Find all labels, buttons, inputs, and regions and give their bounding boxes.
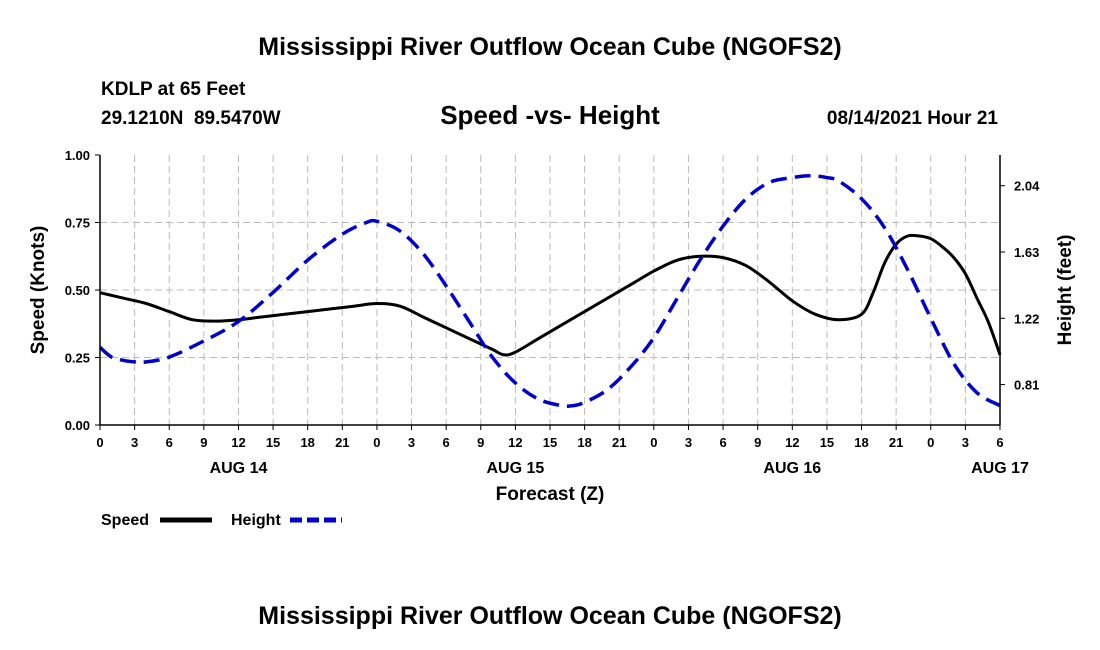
x-tick-label: 9 [754, 435, 761, 450]
x-tick-label: 15 [820, 435, 834, 450]
x-tick-label: 0 [650, 435, 657, 450]
x-tick-label: 3 [408, 435, 415, 450]
y2-tick-label: 1.63 [1014, 245, 1039, 260]
x-tick-label: 21 [889, 435, 903, 450]
x-tick-label: 3 [685, 435, 692, 450]
x-tick-label: 0 [927, 435, 934, 450]
day-label: AUG 14 [210, 460, 268, 477]
y2-tick-label: 2.04 [1014, 179, 1040, 194]
x-tick-label: 0 [373, 435, 380, 450]
x-tick-label: 18 [854, 435, 868, 450]
page-title: Mississippi River Outflow Ocean Cube (NG… [258, 33, 841, 61]
y-tick-label: 0.25 [65, 351, 90, 366]
plot-area: 0 3 6 9 12 15 18 21 0 3 6 9 12 15 18 21 0 3 6 9 12 15 18 21 0 3 6 0… [65, 148, 1040, 477]
y-tick-label: 0.00 [65, 418, 90, 433]
coordinates-label: 29.1210N 89.5470W [101, 108, 281, 129]
x-tick-label: 15 [543, 435, 557, 450]
x-tick-label: 3 [962, 435, 969, 450]
series-line-height [98, 174, 1001, 408]
y2-tick-label: 0.81 [1014, 378, 1039, 393]
series-line-speed [99, 233, 1002, 357]
x-tick-label: 12 [231, 435, 245, 450]
x-tick-label: 9 [477, 435, 484, 450]
y2-axis-label: Height (feet) [1055, 235, 1076, 346]
x-tick-label: 21 [335, 435, 349, 450]
legend: Speed Height [101, 512, 342, 529]
y-axis-label: Speed (Knots) [28, 226, 49, 355]
x-tick-label: 9 [200, 435, 207, 450]
x-tick-label: 12 [785, 435, 799, 450]
x-tick-label: 18 [577, 435, 591, 450]
x-tick-label: 6 [166, 435, 173, 450]
day-label: AUG 16 [763, 460, 821, 477]
y-tick-label: 0.75 [65, 216, 90, 231]
legend-speed-label: Speed [101, 512, 149, 529]
x-tick-label: 6 [996, 435, 1003, 450]
day-label: AUG 17 [971, 460, 1029, 477]
x-tick-label: 3 [131, 435, 138, 450]
x-tick-label: 6 [719, 435, 726, 450]
station-label: KDLP at 65 Feet [101, 79, 246, 100]
x-tick-label: 18 [300, 435, 314, 450]
x-tick-label: 6 [443, 435, 450, 450]
day-label: AUG 15 [486, 460, 544, 477]
x-tick-label: 15 [266, 435, 280, 450]
forecast-datetime: 08/14/2021 Hour 21 [827, 108, 999, 129]
y-tick-label: 1.00 [65, 148, 90, 163]
x-axis-label: Forecast (Z) [496, 484, 605, 505]
chart-title: Speed -vs- Height [440, 100, 660, 130]
footer-title: Mississippi River Outflow Ocean Cube (NG… [258, 602, 841, 630]
legend-height-label: Height [231, 512, 281, 529]
y2-tick-label: 1.22 [1014, 311, 1039, 326]
x-tick-label: 0 [96, 435, 103, 450]
x-tick-label: 21 [612, 435, 626, 450]
x-tick-label: 12 [508, 435, 522, 450]
y-tick-label: 0.50 [65, 283, 90, 298]
